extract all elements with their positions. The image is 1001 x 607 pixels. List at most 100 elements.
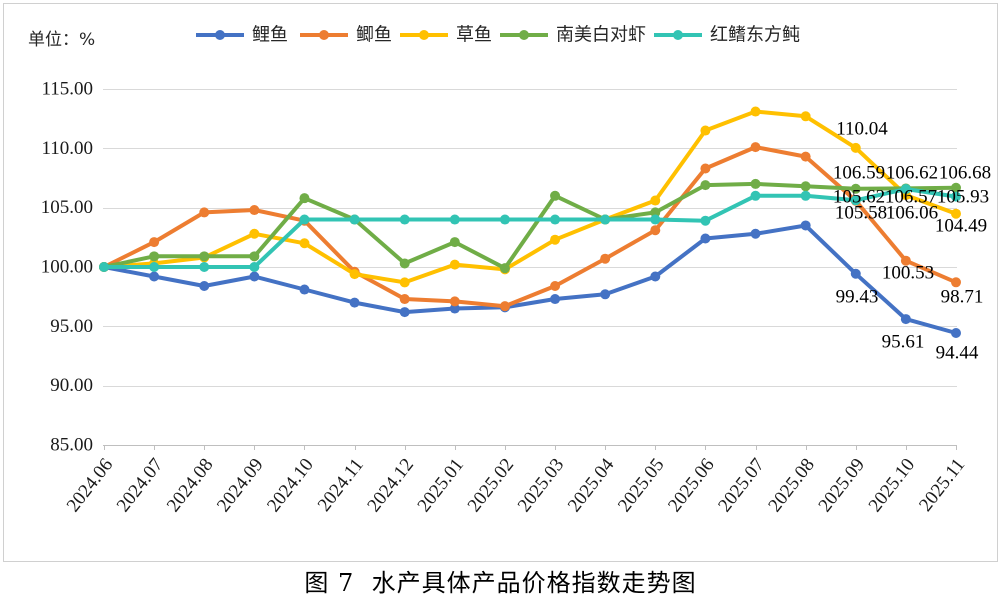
data-point-whiteleg-shrimp xyxy=(750,178,761,189)
data-point-whiteleg-shrimp xyxy=(800,181,811,192)
x-axis: 2024.062024.072024.082024.092024.102024.… xyxy=(63,445,969,517)
data-point-common-carp xyxy=(299,284,310,295)
data-point-pufferfish xyxy=(700,215,711,226)
data-point-crucian-carp xyxy=(650,225,661,236)
x-tick-label: 2024.12 xyxy=(363,455,418,517)
data-point-pufferfish xyxy=(349,214,360,225)
x-tick-label: 2025.10 xyxy=(865,455,920,517)
y-tick-label: 85.00 xyxy=(50,435,93,456)
data-point-crucian-carp xyxy=(249,205,260,216)
legend-item-pufferfish: 红鳍东方鲀 xyxy=(654,25,800,46)
legend-label-whiteleg-shrimp: 南美白对虾 xyxy=(556,25,646,46)
x-tick-label: 2025.04 xyxy=(564,454,619,516)
x-tick-label: 2025.01 xyxy=(414,455,469,517)
data-label-grass-carp: 106.06 xyxy=(886,203,938,224)
data-point-whiteleg-shrimp xyxy=(299,193,310,204)
y-tick-label: 100.00 xyxy=(41,257,93,278)
series-line-crucian-carp xyxy=(102,145,958,309)
data-point-whiteleg-shrimp xyxy=(199,251,210,262)
data-point-whiteleg-shrimp xyxy=(399,258,410,269)
data-point-crucian-carp xyxy=(149,237,160,248)
x-tick-label: 2024.08 xyxy=(163,455,218,517)
y-tick-label: 105.00 xyxy=(41,197,93,218)
data-point-grass-carp xyxy=(249,228,260,239)
data-label-common-carp: 95.61 xyxy=(882,332,925,353)
data-point-common-carp xyxy=(600,289,611,300)
data-point-grass-carp xyxy=(850,142,861,153)
data-point-pufferfish xyxy=(499,214,510,225)
data-point-common-carp xyxy=(951,327,961,338)
data-label-whiteleg-shrimp: 106.68 xyxy=(939,163,991,184)
data-point-common-carp xyxy=(349,297,360,308)
legend-label-pufferfish: 红鳍东方鲀 xyxy=(710,25,800,46)
series-line-common-carp xyxy=(102,223,958,335)
data-point-pufferfish xyxy=(550,214,561,225)
data-point-pufferfish xyxy=(199,262,210,272)
data-point-whiteleg-shrimp xyxy=(449,237,460,248)
data-label-crucian-carp: 100.53 xyxy=(882,263,934,284)
data-point-common-carp xyxy=(550,294,561,305)
data-point-grass-carp xyxy=(299,238,310,249)
data-label-crucian-carp: 105.58 xyxy=(835,203,887,224)
data-point-grass-carp xyxy=(449,259,460,270)
data-point-grass-carp xyxy=(800,111,811,122)
x-tick-label: 2024.10 xyxy=(263,455,318,517)
data-point-pufferfish xyxy=(750,190,761,201)
data-point-whiteleg-shrimp xyxy=(650,207,661,218)
data-point-common-carp xyxy=(199,280,210,291)
x-tick-label: 2024.11 xyxy=(314,455,368,516)
legend-label-crucian-carp: 鲫鱼 xyxy=(356,25,392,46)
data-point-pufferfish xyxy=(149,262,160,272)
series-line-pufferfish xyxy=(102,187,958,269)
data-point-grass-carp xyxy=(750,106,761,117)
data-point-whiteleg-shrimp xyxy=(499,263,510,274)
data-point-crucian-carp xyxy=(199,207,210,218)
data-labels: 99.43 95.61 94.44 105.58 100.53 98.71 110.04 10… xyxy=(833,119,991,364)
data-point-pufferfish xyxy=(600,214,611,225)
data-label-pufferfish: 106.57 xyxy=(885,187,937,208)
data-point-pufferfish xyxy=(900,184,911,195)
legend-marker-common-carp xyxy=(215,30,225,40)
x-tick-label: 2024.09 xyxy=(213,455,268,517)
data-label-grass-carp: 104.49 xyxy=(935,216,987,237)
data-point-grass-carp xyxy=(700,125,711,136)
data-point-whiteleg-shrimp xyxy=(850,183,861,194)
data-point-common-carp xyxy=(249,271,260,282)
line-chart: 85.0090.0095.00100.00105.00110.00115.00 … xyxy=(28,25,991,517)
legend: 鲤鱼 鲫鱼 草鱼 南美白对虾 红鳍东方鲀 xyxy=(196,25,800,46)
data-point-grass-carp xyxy=(349,269,360,280)
legend-item-whiteleg-shrimp: 南美白对虾 xyxy=(500,25,646,46)
data-point-common-carp xyxy=(149,271,160,282)
data-label-whiteleg-shrimp: 106.62 xyxy=(886,163,938,184)
y-axis-unit-label: 单位：% xyxy=(28,30,95,50)
x-tick-label: 2025.02 xyxy=(464,455,519,517)
data-point-crucian-carp xyxy=(399,294,410,305)
legend-marker-whiteleg-shrimp xyxy=(519,30,529,40)
series-lines xyxy=(99,106,961,338)
x-tick-label: 2025.05 xyxy=(614,455,669,517)
data-point-grass-carp xyxy=(550,234,561,245)
data-point-whiteleg-shrimp xyxy=(700,180,711,191)
legend-marker-crucian-carp xyxy=(319,30,329,40)
data-point-pufferfish xyxy=(951,191,961,202)
data-point-crucian-carp xyxy=(499,301,510,312)
series-line-whiteleg-shrimp xyxy=(102,181,958,271)
data-label-common-carp: 99.43 xyxy=(836,287,879,308)
data-point-common-carp xyxy=(750,228,761,239)
legend-item-grass-carp: 草鱼 xyxy=(400,25,492,46)
x-tick-label: 2024.07 xyxy=(113,455,168,517)
data-point-pufferfish xyxy=(850,195,861,206)
x-tick-label: 2024.06 xyxy=(63,455,118,517)
legend-item-common-carp: 鲤鱼 xyxy=(196,25,288,46)
legend-item-crucian-carp: 鲫鱼 xyxy=(300,25,392,46)
x-tick-label: 2025.07 xyxy=(714,455,769,517)
data-label-whiteleg-shrimp: 106.59 xyxy=(833,163,885,184)
data-point-crucian-carp xyxy=(600,253,611,264)
data-point-whiteleg-shrimp xyxy=(249,251,260,262)
x-tick-label: 2025.06 xyxy=(664,455,719,517)
data-point-pufferfish xyxy=(399,214,410,225)
data-point-whiteleg-shrimp xyxy=(149,251,160,262)
data-point-pufferfish xyxy=(99,262,109,272)
data-point-common-carp xyxy=(800,220,811,231)
data-point-common-carp xyxy=(700,233,711,244)
